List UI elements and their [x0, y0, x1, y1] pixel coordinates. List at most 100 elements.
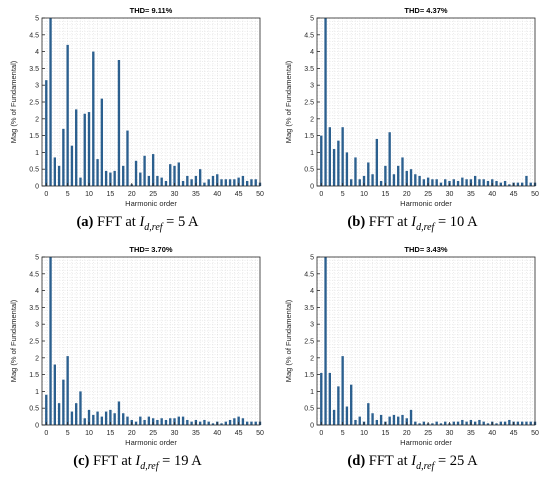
- bar-harmonic-42: [224, 421, 227, 425]
- bar-harmonic-9: [83, 113, 86, 186]
- bar-harmonic-31: [177, 162, 180, 186]
- bar-harmonic-0: [320, 135, 323, 186]
- y-tick-label: 5: [310, 255, 314, 262]
- bar-harmonic-14: [379, 414, 383, 425]
- fft-panel-c: 0 5 10 15 20 25 30 35 40 45 50 0 0.5 1 1.5 2 2.5 3 3.5 4 4.5…: [0, 239, 275, 478]
- caption-value: = 5 A: [166, 214, 199, 230]
- bar-harmonic-34: [465, 179, 468, 186]
- bar-harmonic-3: [57, 165, 61, 186]
- caption-tag: (a): [76, 214, 94, 230]
- bar-harmonic-1: [324, 257, 327, 425]
- x-axis-label: Harmonic order: [400, 199, 452, 208]
- y-axis-label: Mag (% of Fundamental): [284, 299, 293, 382]
- bar-harmonic-34: [190, 179, 193, 186]
- y-tick-label: 0: [35, 423, 39, 430]
- y-tick-label: 1: [310, 150, 314, 157]
- x-tick-label: 5: [341, 191, 345, 198]
- bar-harmonic-24: [147, 416, 151, 425]
- bar-harmonic-34: [190, 421, 193, 425]
- bar-harmonic-49: [254, 421, 257, 425]
- bar-harmonic-40: [216, 174, 219, 186]
- bar-harmonic-1: [49, 257, 52, 425]
- bar-harmonic-29: [444, 421, 447, 425]
- grid: [41, 17, 261, 187]
- bar-harmonic-8: [79, 177, 82, 186]
- caption-subscript: d,ref: [144, 221, 163, 233]
- bar-harmonic-43: [503, 180, 507, 186]
- bar-harmonic-37: [203, 419, 206, 425]
- bar-harmonic-17: [392, 414, 396, 425]
- caption-tag: (d): [347, 453, 366, 469]
- bar-harmonic-26: [156, 419, 159, 425]
- bar-harmonic-26: [431, 179, 434, 186]
- caption-subscript: d,ref: [140, 460, 159, 472]
- bar-harmonic-46: [516, 421, 520, 425]
- bar-harmonic-39: [211, 175, 215, 186]
- y-tick-label: 5: [35, 16, 39, 23]
- bar-harmonic-2: [53, 364, 56, 425]
- bar-harmonic-5: [66, 44, 69, 186]
- bar-harmonic-9: [358, 179, 361, 186]
- bar-harmonic-2: [53, 157, 56, 186]
- x-tick-label: 25: [149, 430, 157, 437]
- y-tick-label: 1.5: [304, 133, 314, 140]
- x-axis-label: Harmonic order: [125, 438, 177, 447]
- bar-harmonic-37: [478, 179, 481, 186]
- plot-background: [317, 257, 535, 425]
- bar-harmonic-32: [181, 180, 185, 186]
- bar-harmonic-21: [134, 160, 138, 186]
- bar-harmonic-11: [367, 162, 370, 186]
- x-tick-label: 5: [341, 430, 345, 437]
- bar-harmonic-32: [181, 416, 185, 425]
- bar-harmonic-13: [375, 419, 379, 425]
- caption-prefix: FFT at: [92, 453, 132, 469]
- bar-harmonic-26: [431, 423, 434, 425]
- bar-harmonic-3: [332, 409, 336, 425]
- bar-harmonic-24: [147, 175, 151, 186]
- bar-harmonic-7: [350, 384, 353, 425]
- x-tick-label: 10: [85, 191, 93, 198]
- y-tick-label: 0.5: [29, 167, 39, 174]
- bar-harmonic-0: [320, 372, 323, 425]
- x-tick-label: 50: [531, 191, 539, 198]
- y-tick-label: 0: [310, 423, 314, 430]
- bar-harmonic-25: [151, 418, 155, 425]
- caption-prefix: FFT at: [368, 453, 408, 469]
- bar-harmonic-18: [122, 165, 125, 186]
- bar-harmonic-21: [409, 409, 413, 425]
- bar-harmonic-27: [160, 418, 163, 425]
- fft-chart-d: 0 5 10 15 20 25 30 35 40 45 50 0 0.5 1 1.5 2 2.5 3 3.5 4 4.5…: [284, 245, 539, 447]
- bar-harmonic-19: [126, 416, 129, 425]
- caption-symbol: I: [411, 214, 417, 230]
- bar-harmonic-33: [186, 175, 189, 186]
- bar-harmonic-5: [341, 356, 344, 425]
- bar-harmonic-22: [139, 172, 142, 186]
- bar-harmonic-3: [57, 403, 61, 425]
- y-tick-label: 2: [310, 116, 314, 123]
- bar-harmonic-32: [456, 180, 460, 186]
- caption-symbol: I: [135, 453, 141, 469]
- bar-harmonic-0: [45, 394, 48, 425]
- bar-harmonic-23: [143, 155, 146, 186]
- bar-harmonic-39: [211, 423, 215, 425]
- bar-harmonic-31: [177, 416, 180, 425]
- y-axis-label: Mag (% of Fundamental): [284, 60, 293, 143]
- bar-harmonic-21: [134, 421, 138, 425]
- bar-harmonic-9: [358, 416, 361, 425]
- bar-series: [320, 18, 537, 186]
- bar-harmonic-45: [237, 416, 240, 425]
- bar-harmonic-13: [100, 416, 104, 425]
- bar-harmonic-36: [473, 175, 477, 186]
- x-tick-label: 50: [256, 430, 264, 437]
- bar-harmonic-28: [164, 180, 168, 186]
- x-tick-label: 50: [256, 191, 264, 198]
- bar-harmonic-12: [96, 411, 99, 425]
- y-tick-label: 5: [35, 255, 39, 262]
- y-tick-label: 5: [310, 16, 314, 23]
- y-tick-label: 0: [310, 184, 314, 191]
- fft-chart-a: 0 5 10 15 20 25 30 35 40 45 50 0 0.5 1 1.5 2 2.5 3 3.5 4 4.5…: [9, 6, 264, 208]
- x-tick-label: 30: [171, 430, 179, 437]
- bar-harmonic-39: [486, 180, 490, 186]
- bar-harmonic-42: [499, 182, 502, 186]
- x-tick-label: 5: [66, 191, 70, 198]
